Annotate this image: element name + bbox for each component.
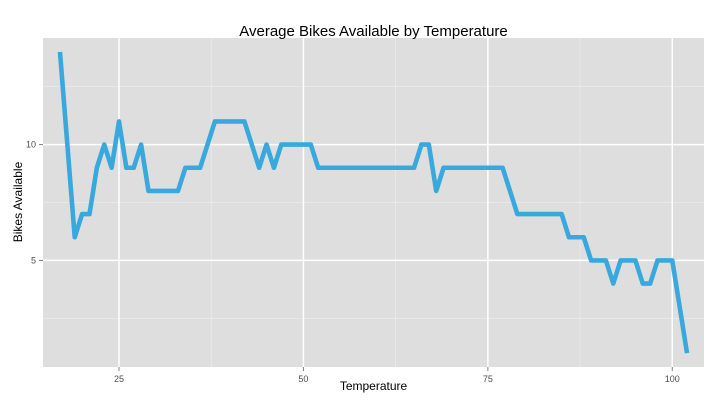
x-tick-label: 50 [298,374,308,384]
y-tick-label: 5 [31,255,36,265]
x-tick-label: 25 [114,374,124,384]
y-axis-title: Bikes Available [11,161,25,242]
x-axis-title: Temperature [340,379,408,393]
x-tick-label: 100 [665,374,680,384]
chart-title: Average Bikes Available by Temperature [239,23,508,40]
x-tick-label: 75 [483,374,493,384]
y-tick-label: 10 [26,140,36,150]
